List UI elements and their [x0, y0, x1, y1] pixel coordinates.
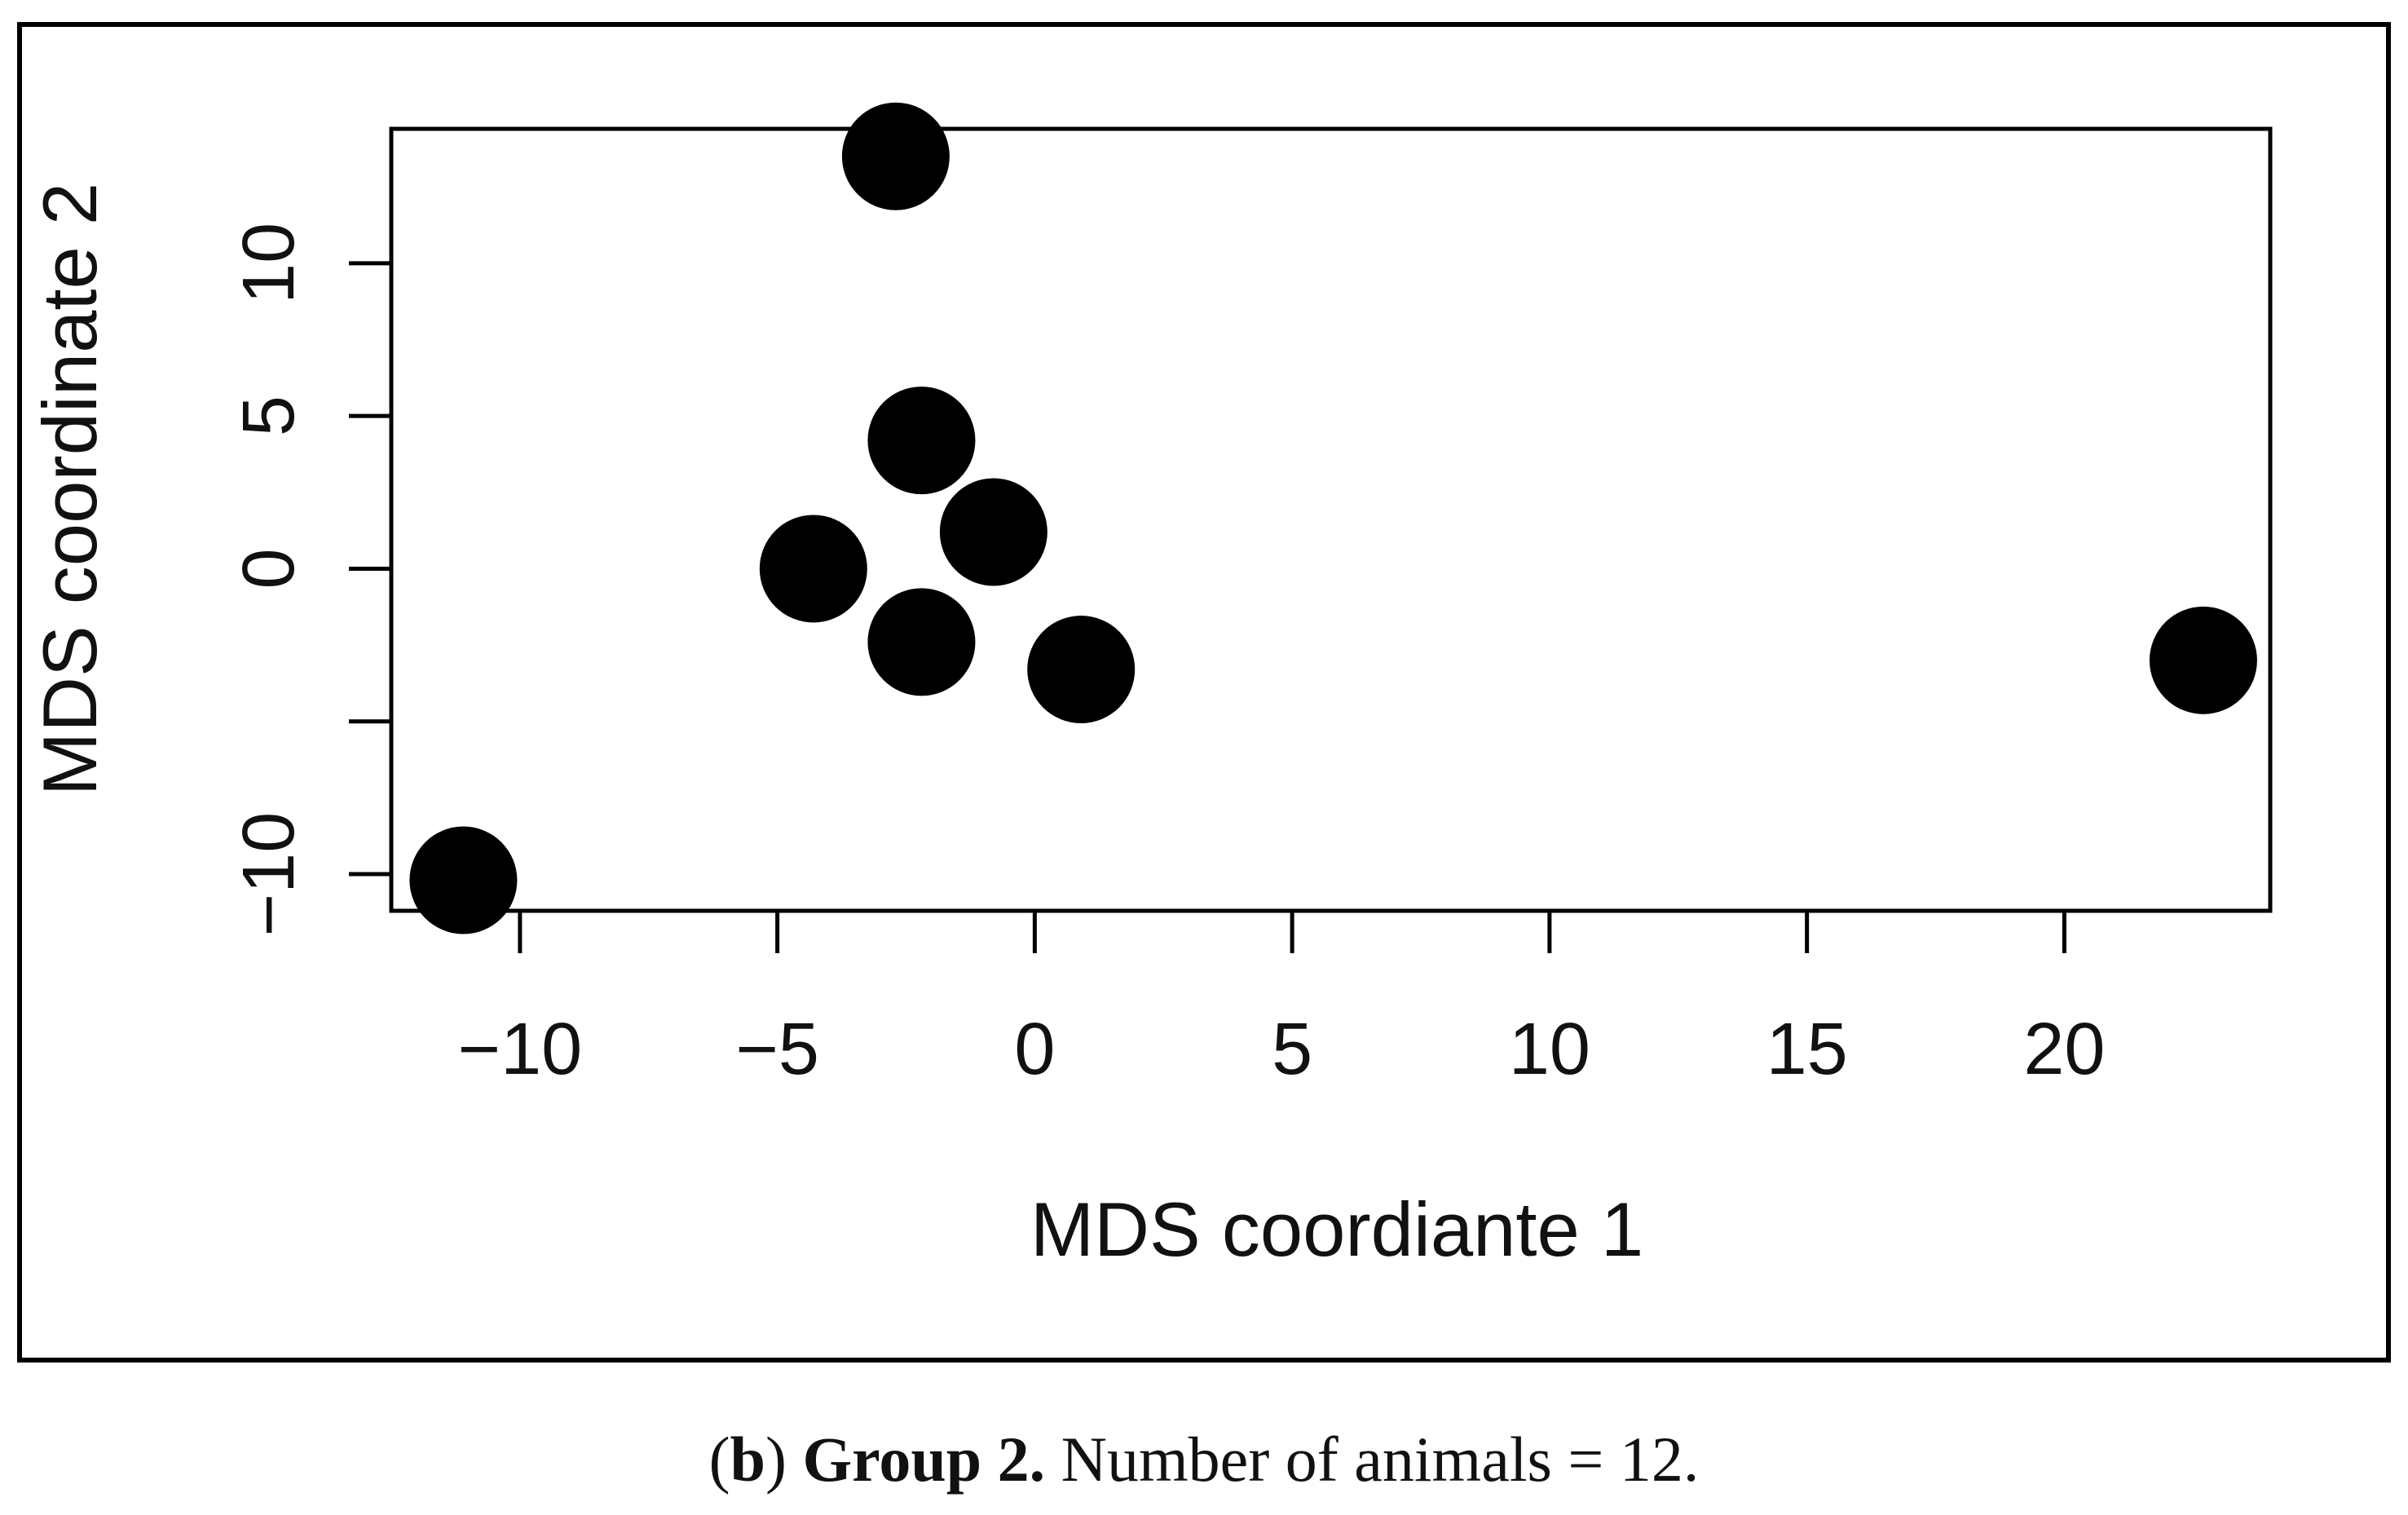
data-point — [759, 515, 867, 623]
x-tick-label: 0 — [1014, 1009, 1055, 1090]
y-tick-label: 10 — [228, 223, 310, 304]
x-axis-label: MDS coordiante 1 — [1030, 1186, 1643, 1272]
figure-frame — [17, 22, 2391, 1363]
x-tick-label: 20 — [2023, 1009, 2105, 1090]
data-point — [867, 386, 976, 495]
x-tick-label: −10 — [458, 1009, 583, 1090]
caption-panel-close: ) — [765, 1424, 803, 1495]
x-tick-label: −5 — [735, 1009, 819, 1090]
caption-panel-open: ( — [708, 1424, 730, 1495]
x-tick-label: 10 — [1509, 1009, 1590, 1090]
y-tick-label: 5 — [228, 395, 310, 436]
caption-group-label: Group 2. — [802, 1424, 1046, 1495]
caption-panel-letter: b — [730, 1424, 766, 1495]
data-point — [409, 826, 518, 934]
data-point — [2149, 606, 2257, 714]
data-point — [841, 102, 950, 210]
data-point — [1027, 616, 1136, 724]
caption-text: Number of animals = 12. — [1061, 1424, 1700, 1495]
x-tick-label: 5 — [1272, 1009, 1312, 1090]
scatter-plot: −10 −5 0 5 10 15 20 −10 0 5 10 — [228, 102, 2273, 1090]
y-tick-label: 0 — [228, 548, 310, 589]
x-tick-label: 15 — [1766, 1009, 1848, 1090]
y-tick-label: −10 — [228, 812, 310, 937]
y-axis-label: MDS coordinate 2 — [27, 183, 112, 796]
data-point — [867, 588, 976, 696]
data-point — [939, 478, 1047, 586]
figure-caption: (b) Group 2. Number of animals = 12. — [0, 1419, 2408, 1500]
